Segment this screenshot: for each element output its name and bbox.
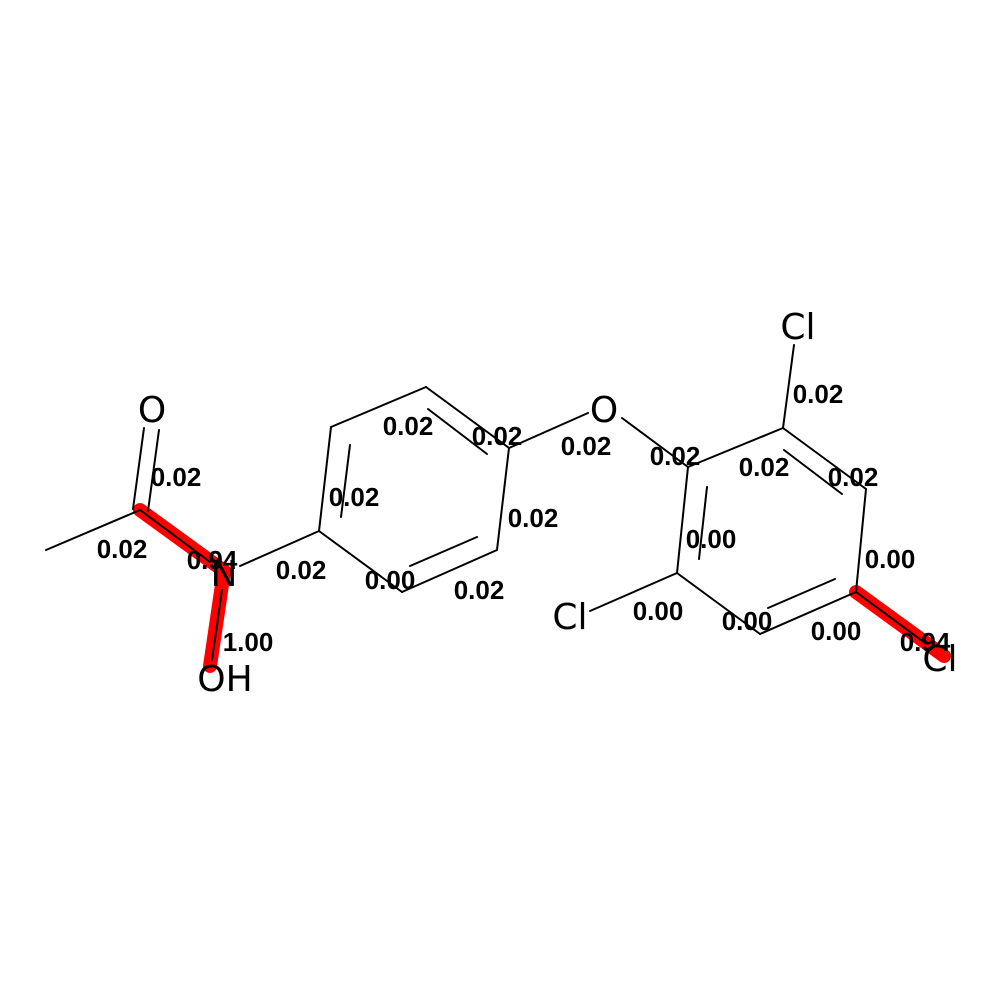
weight-label: 0.02 — [561, 431, 612, 461]
bond-carbonyl-o-2 — [147, 429, 160, 512]
bond-carbonyl-n — [139, 509, 211, 563]
bond-ring1-ether — [508, 412, 589, 449]
bond-layer — [45, 344, 926, 661]
bond-ring1-b — [330, 386, 427, 428]
weight-label: 0.02 — [97, 534, 148, 564]
atom-o-carbonyl: O — [138, 390, 166, 431]
weight-labels: 0.02 0.02 0.94 1.00 0.02 0.02 0.02 0.02 … — [97, 379, 951, 657]
weight-label: 0.02 — [383, 411, 434, 441]
atom-cl-left: Cl — [552, 597, 587, 638]
atom-oh-hydroxyl: OH — [197, 659, 252, 700]
weight-label: 0.00 — [633, 596, 684, 626]
bond-ring2-a — [687, 427, 784, 468]
weight-label: 0.02 — [329, 482, 380, 512]
weight-label: 0.94 — [187, 545, 238, 575]
bond-ring1-e — [401, 549, 498, 593]
weight-label: 0.94 — [900, 627, 951, 657]
weight-label: 0.02 — [508, 503, 559, 533]
bond-ring2-f-inner — [698, 486, 708, 560]
bond-ring2-b-inner — [783, 449, 843, 495]
bond-ring1-d — [496, 447, 510, 551]
bond-ring1-a — [318, 426, 332, 532]
bond-ring2-d — [759, 591, 857, 635]
bond-ether-ring2 — [621, 417, 689, 468]
atom-o-ether: O — [590, 390, 618, 431]
atom-cl-right: Cl — [922, 639, 957, 680]
weight-label: 0.02 — [472, 421, 523, 451]
weight-label: 0.00 — [365, 565, 416, 595]
weight-label: 0.02 — [739, 452, 790, 482]
atom-n-amide: N — [211, 554, 238, 595]
weight-label: 0.02 — [828, 462, 879, 492]
bond-n-ring — [239, 530, 320, 567]
bond-ring2-c — [855, 488, 867, 593]
weight-label: 0.02 — [276, 555, 327, 585]
weight-label: 0.02 — [650, 441, 701, 471]
bond-n-oh — [211, 589, 223, 661]
bond-ring2-e — [676, 572, 761, 635]
bond-ring2-f — [676, 466, 689, 574]
bond-ring2-cl-right — [855, 591, 926, 644]
bond-ring1-f — [318, 530, 403, 593]
bond-ring1-c-inner — [427, 408, 488, 455]
bond-ring2-cl-left — [589, 572, 678, 612]
bond-methyl-carbonyl — [45, 509, 141, 551]
weight-label: 0.02 — [151, 462, 202, 492]
atom-labels: O N OH O Cl Cl Cl — [138, 307, 958, 700]
bond-ring2-b — [782, 427, 867, 490]
bond-ring1-c — [425, 386, 510, 449]
bond-ring1-e-inner — [409, 536, 478, 567]
weight-label: 0.00 — [811, 616, 862, 646]
bond-ring2-cl-top — [782, 344, 795, 429]
weight-label: 1.00 — [223, 627, 274, 657]
bond-carbonyl-o-1 — [132, 427, 145, 510]
atom-cl-top: Cl — [780, 307, 815, 348]
weight-label: 0.02 — [454, 575, 505, 605]
bond-ring2-d-inner — [767, 578, 836, 609]
weight-label: 0.00 — [865, 544, 916, 574]
weight-label: 0.00 — [686, 524, 737, 554]
weight-label: 0.02 — [793, 379, 844, 409]
weight-label: 0.00 — [722, 606, 773, 636]
bond-ring1-a-inner — [340, 444, 351, 518]
